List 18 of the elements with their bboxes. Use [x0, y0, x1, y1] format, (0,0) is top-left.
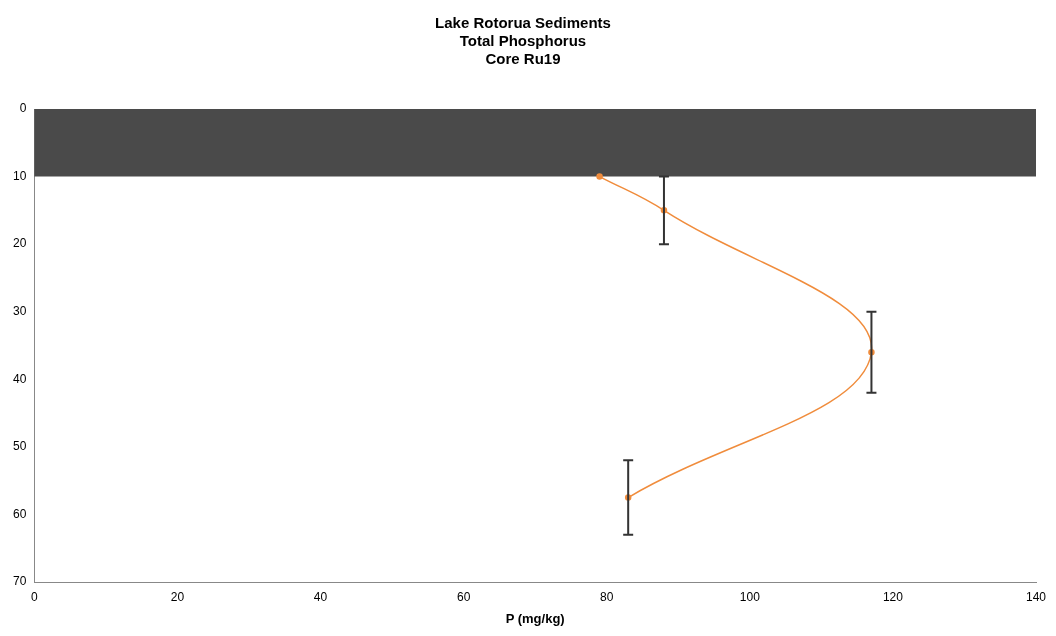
y-tick-label: 0	[19, 101, 27, 116]
chart-title: Lake Rotorua Sediments Total Phosphorus Core Ru19	[435, 14, 611, 68]
x-tick-label: 40	[313, 589, 328, 604]
y-tick-label: 50	[12, 439, 27, 454]
y-tick-label: 20	[12, 236, 27, 251]
x-tick-label: 20	[170, 589, 185, 604]
x-tick-label: 60	[456, 589, 471, 604]
y-tick-label: 10	[12, 168, 27, 183]
x-axis-title: P (mg/kg)	[505, 610, 565, 626]
x-tick-label: 140	[1025, 589, 1047, 604]
x-tick-label: 80	[600, 589, 614, 604]
x-tick-label: 100	[739, 589, 761, 604]
x-tick-label: 0	[31, 589, 38, 604]
y-tick-label: 30	[12, 304, 27, 319]
y-tick-label: 60	[12, 506, 27, 521]
x-tick-label: 120	[882, 589, 904, 604]
y-tick-label: 70	[12, 574, 27, 589]
y-tick-label: 40	[12, 371, 27, 386]
